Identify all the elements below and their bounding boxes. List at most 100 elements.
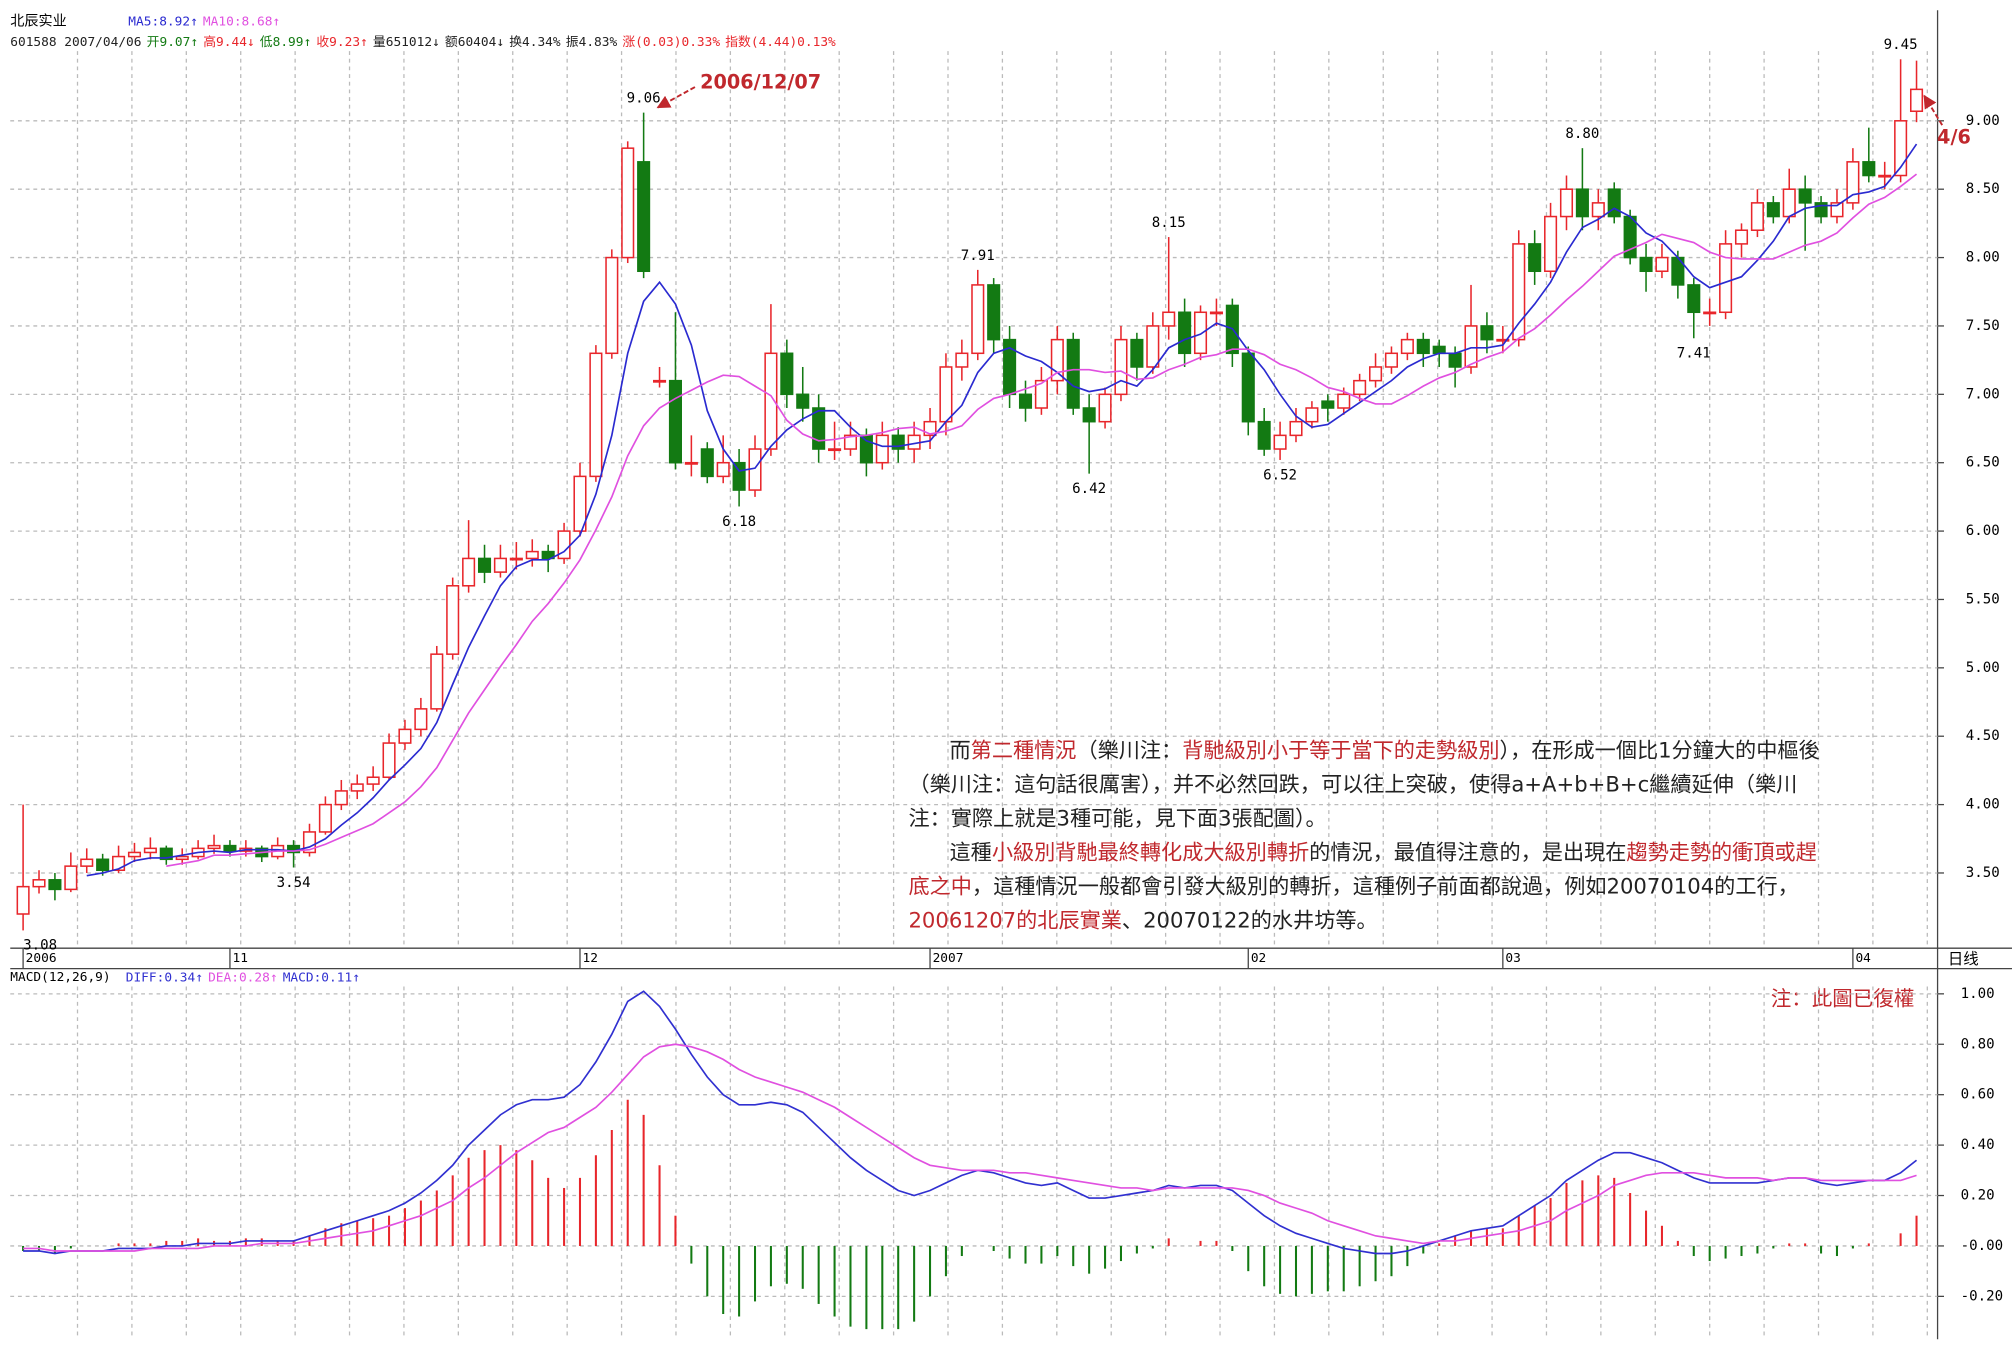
candle-body [1559, 188, 1574, 218]
candle-body [653, 379, 667, 383]
quote-item: 振4.83% [566, 35, 618, 50]
candle-body [334, 790, 348, 806]
candle-body [1528, 243, 1542, 273]
candle-body [1750, 202, 1764, 231]
candle-body [1193, 311, 1208, 355]
commentary-text: （樂川注： [1076, 737, 1182, 762]
y-tick-label: 7.00 [1966, 386, 2000, 402]
candle-body [971, 284, 985, 355]
candle-body [1798, 188, 1812, 204]
candle-body [1909, 88, 1924, 113]
candle-body [1034, 379, 1048, 409]
candle-body [732, 461, 746, 491]
candle-body [1734, 229, 1749, 245]
candle-body [875, 434, 889, 464]
candle-body [1719, 243, 1733, 314]
extreme-label: 6.52 [1263, 467, 1297, 483]
candle-body [207, 844, 221, 850]
candle-body [143, 847, 157, 854]
candle-body [716, 461, 730, 478]
y-tick-label: -0.00 [1961, 1238, 2003, 1254]
candle-body [764, 352, 778, 450]
candle-body [350, 783, 364, 792]
candle-body [605, 256, 619, 355]
ma-legend: MA5:8.92↑ MA10:8.68↑ [128, 14, 280, 29]
extreme-label: 6.42 [1072, 481, 1106, 497]
extreme-label: 7.41 [1677, 346, 1711, 362]
y-tick-label: 4.50 [1966, 728, 2000, 744]
candle-body [1639, 256, 1653, 273]
quote-item: 低8.99↑ [260, 35, 311, 50]
candle-body [32, 879, 46, 888]
candle-body [382, 742, 396, 779]
candle-body [780, 352, 794, 396]
candle-body [939, 366, 953, 423]
candle-body [302, 831, 317, 854]
series-line [23, 990, 1918, 1255]
candle-body [859, 434, 873, 464]
quote-item: 601588 2007/04/06 [10, 35, 141, 50]
candle-body [1162, 311, 1176, 327]
candle-body [589, 352, 603, 478]
candle-body [1894, 120, 1908, 177]
series-line [23, 1043, 1917, 1252]
commentary-text: 這種 [950, 839, 992, 864]
legend-item: MACD:0.11↑ [283, 970, 360, 985]
candle-body [1178, 311, 1192, 355]
y-tick-label: 3.50 [1966, 865, 2000, 881]
candle-body [1512, 243, 1526, 341]
candle-body [127, 851, 142, 858]
x-tick-label: 2007 [933, 951, 964, 966]
candle-body [477, 557, 492, 573]
commentary-text: 而 [950, 737, 971, 762]
candle-body [1878, 174, 1892, 178]
candle-body [1687, 284, 1701, 314]
y-tick-label: 5.00 [1966, 660, 2000, 676]
commentary-line: 這種小級別背馳最終轉化成大級別轉折的情況，最值得注意的，是出現在趨勢走勢的衝頂或… [950, 839, 1817, 864]
commentary-text: 背馳級別小于等于當下的走勢級別 [1182, 737, 1499, 762]
candle-body [843, 434, 858, 450]
extreme-label: 8.80 [1565, 126, 1599, 142]
candle-body [1575, 188, 1589, 218]
extreme-label: 3.54 [277, 875, 311, 891]
series-line [166, 173, 1918, 867]
callout-arrow [1923, 94, 1944, 126]
x-tick-label: 2006 [26, 951, 57, 966]
candle-body [398, 728, 412, 744]
y-tick-label: 0.40 [1961, 1137, 1995, 1153]
candle-body [1369, 366, 1383, 382]
x-tick-label: 12 [583, 951, 598, 966]
commentary-line: 底之中，這種情況一般都會引發大級別的轉折，這種例子前面都說過，例如2007010… [908, 873, 1798, 898]
candle-body [541, 550, 555, 560]
candle-body [80, 858, 94, 867]
candle-body [1862, 161, 1876, 177]
legend-item: DIFF:0.34↑ [126, 970, 203, 985]
callout-arrow [656, 86, 696, 109]
commentary-text: ，這種情況一般都會引發大級別的轉折，這種例子前面都說過，例如20070104的工… [972, 873, 1799, 898]
extreme-label: 9.45 [1884, 37, 1918, 53]
legend-item: MA5:8.92↑ [128, 14, 197, 29]
commentary-text: （樂川注：這句話很厲害），并不必然回跌，可以往上突破，使得a+A+b+B+c繼續… [908, 771, 1797, 796]
candle-body [1591, 202, 1605, 218]
candle-body [16, 885, 30, 915]
candle-body [430, 653, 444, 710]
quote-line: 601588 2007/04/06 开9.07↑ 高9.44↓ 低8.99↑ 收9.23… [10, 34, 836, 50]
commentary-text: 第二種情況 [971, 737, 1077, 762]
extreme-label: 8.15 [1152, 215, 1186, 231]
candle-body [668, 379, 683, 464]
candle-body [509, 557, 523, 561]
commentary-text: 底之中 [908, 873, 971, 898]
candle-body [462, 557, 476, 587]
candle-body [1766, 202, 1780, 218]
callout-label: 4/6 [1937, 125, 1971, 148]
candle-body [1480, 325, 1494, 341]
commentary-text: 20061207的北辰實業 [908, 907, 1121, 932]
legend-item: MA10:8.68↑ [203, 14, 280, 29]
candle-body [64, 865, 78, 891]
candle-body [112, 855, 126, 872]
x-tick-label: 11 [233, 951, 248, 966]
candle-body [175, 855, 189, 861]
x-tick-label: 04 [1855, 951, 1871, 966]
